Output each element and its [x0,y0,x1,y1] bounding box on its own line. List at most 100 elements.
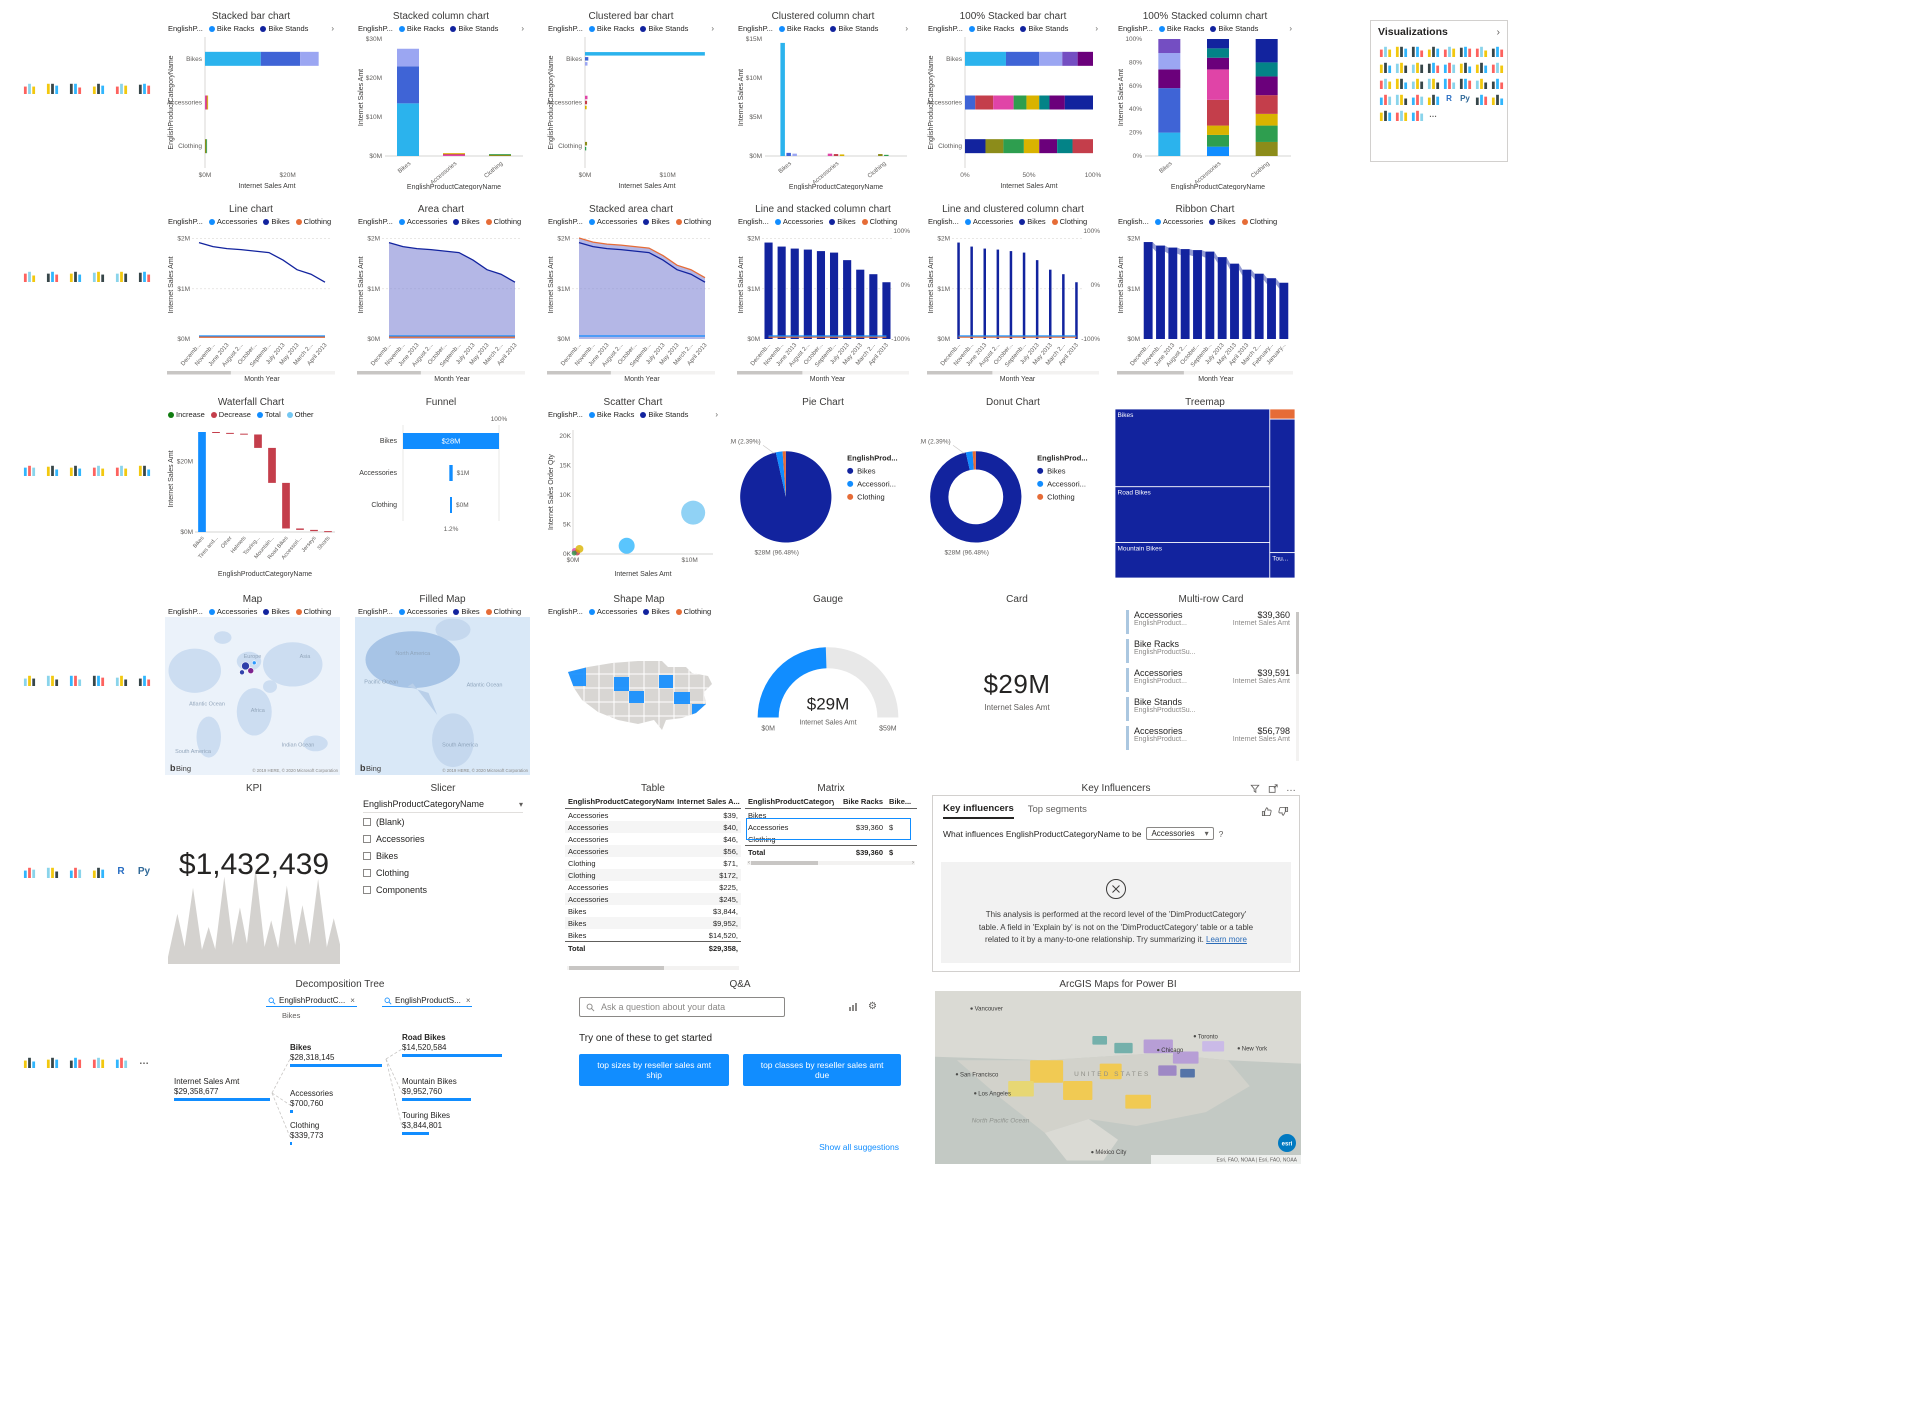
legend-overflow-arrow[interactable]: › [711,24,714,33]
visual-gauge[interactable]: Gauge $29M Internet Sales Amt $0M $59M [740,593,916,775]
table-row[interactable]: Accessories $225, [568,882,738,892]
100-stacked-column-plot[interactable]: 0% 20% 40% 60% 80% 100% Bikes Accessories Clothi… [1115,34,1295,190]
matrix-row[interactable]: Bikes [748,810,767,820]
visual-funnel[interactable]: Funnel 100% Bikes $28M Accessories $1M Clothin… [355,396,527,578]
legend-overflow-arrow[interactable]: › [1289,24,1292,33]
visual-line[interactable]: Line chart EnglishP... Accessories Bikes Clo… [165,203,337,383]
legend-overflow-arrow[interactable]: › [331,24,334,33]
matrix-row[interactable]: Clothing [748,834,776,844]
legend-item[interactable]: Bikes [643,606,670,617]
tree-node[interactable]: Mountain Bikes $9,952,760 [402,1077,502,1101]
viz-icon-shape-map[interactable] [1442,75,1456,89]
viz-icon-treemap[interactable] [1394,75,1408,89]
toolbar-icon-gauge[interactable] [89,670,107,688]
viz-icon-ribbon-chart[interactable] [1426,59,1440,73]
visual-line-clustered-column[interactable]: Line and clustered column chart English..… [925,203,1101,383]
legend-item[interactable]: Bikes [263,216,290,227]
table-row[interactable]: Accessories $39, [568,810,738,820]
legend-item[interactable]: Bikes [1019,216,1046,227]
viz-icon-qna[interactable] [1378,107,1392,121]
table-row[interactable]: Accessories $46, [568,834,738,844]
legend-item[interactable]: Bikes [1209,216,1236,227]
visual-filled-map[interactable]: Filled Map EnglishP... Accessories Bikes Clo… [355,593,530,775]
arcgis-plot[interactable]: UNITED STATES North Pacific Ocean Vancouve… [935,991,1301,1164]
thumbs-down-icon[interactable] [1278,806,1289,817]
filled-map-plot[interactable]: Pacific Ocean Atlantic Ocean North America… [355,617,530,775]
table-row[interactable]: Accessories $245, [565,893,741,905]
viz-icon-line-chart[interactable] [1474,43,1488,57]
viz-icon-area-chart[interactable] [1490,43,1504,57]
viz-icon-more-options[interactable]: … [1429,109,1437,119]
viz-icon-filled-map[interactable] [1426,75,1440,89]
slicer-item[interactable]: Bikes [363,847,523,864]
legend-overflow-arrow[interactable]: › [905,24,908,33]
line-stacked-column-plot[interactable]: $0M$1M$2M100%0%-100%Decemb...Novemb...Ju… [735,227,911,383]
legend-item[interactable]: Clothing [675,216,711,227]
tab-key-influencers[interactable]: Key influencers [943,803,1014,819]
toolbar-icon-slicer[interactable] [43,862,61,880]
viz-icon-stacked-bar-chart[interactable] [1378,43,1392,57]
scatter-plot[interactable]: 0K 5K 10K 15K 20K $0M $10M Internet Sales Amt In… [545,420,721,578]
toolbar-icon-100-stacked-column-chart[interactable] [135,78,153,96]
viz-icon-kpi[interactable] [1378,91,1392,105]
visual-slicer[interactable]: Slicer EnglishProductCategoryName ▾ (Blank)… [355,782,531,970]
toolbar-icon-stacked-column-chart[interactable] [43,78,61,96]
tree-node[interactable]: Clothing $339,773 [290,1121,382,1145]
gear-icon[interactable]: ⚙ [868,1001,877,1012]
visual-map[interactable]: Map EnglishP... Accessories Bikes Clothing At… [165,593,340,775]
toolbar-icon-decomposition-tree[interactable] [20,1052,38,1070]
visual-multi-row-card[interactable]: Multi-row Card Accessories EnglishProduct.… [1122,593,1300,775]
legend-item[interactable]: Bike Stands [1020,23,1068,34]
toolbar-icon-python-visual[interactable]: Py [137,865,151,877]
legend-item[interactable]: Bike Racks [208,23,254,34]
tree-level-pill[interactable]: EnglishProductC... × [266,995,357,1007]
toolbar-icon-table[interactable] [66,862,84,880]
thumbs-up-icon[interactable] [1261,806,1272,817]
100-stacked-bar-plot[interactable]: 0% 50% 100% Bikes Accessories Clothing Interne… [925,34,1101,190]
legend-item[interactable]: Accessories [588,216,637,227]
shape-map-plot[interactable] [545,617,733,775]
multi-row-card-item[interactable]: Accessories EnglishProduct... $39,360 Inter… [1126,610,1290,634]
toolbar-icon-qna[interactable] [43,1052,61,1070]
viz-icon-clustered-column-chart[interactable] [1426,43,1440,57]
toolbar-icon-clustered-bar-chart[interactable] [66,78,84,96]
toolbar-icon-matrix[interactable] [89,862,107,880]
legend-item[interactable]: Bike Racks [778,23,824,34]
slicer-item[interactable]: Accessories [363,830,523,847]
legend-item[interactable]: Accessories [964,216,1013,227]
toolbar-icon-kpi[interactable] [20,862,38,880]
toolbar-icon-filled-map[interactable] [43,670,61,688]
viz-icon-map[interactable] [1410,75,1424,89]
visual-clustered-column[interactable]: Clustered column chart EnglishP... Bike Ra… [735,10,911,190]
legend-item[interactable]: Bikes [643,216,670,227]
viz-icon-line-and-stacked-column-chart[interactable] [1394,59,1408,73]
stacked-bar-plot[interactable]: $0M $20M Bikes Accessories Clothing Internet … [165,34,337,190]
legend-item[interactable]: Total [256,409,281,420]
toolbar-icon-waterfall-chart[interactable] [20,460,38,478]
toolbar-icon-pie-chart[interactable] [89,460,107,478]
legend-item[interactable]: Accessories [774,216,823,227]
toolbar-icon-area-chart[interactable] [43,266,61,284]
help-icon[interactable]: ? [1218,828,1224,839]
funnel-plot[interactable]: 100% Bikes $28M Accessories $1M Clothing $0M 1.… [355,409,527,578]
visual-line-stacked-column[interactable]: Line and stacked column chart English... A… [735,203,911,383]
table-row[interactable]: Clothing $172, [565,869,741,881]
checkbox[interactable] [363,817,371,826]
tree-node[interactable]: Bikes $28,318,145 [290,1043,382,1067]
visual-decomposition-tree[interactable]: Decomposition Tree EnglishProductC... × Eng… [170,978,510,1166]
viz-icon-clustered-bar-chart[interactable] [1410,43,1424,57]
legend-item[interactable]: Clothing [485,606,521,617]
visual-kpi[interactable]: KPI $1,432,439 [168,782,340,970]
viz-icon-stacked-column-chart[interactable] [1394,43,1408,57]
visual-area[interactable]: Area chart EnglishP... Accessories Bikes Clo… [355,203,527,383]
clustered-bar-plot[interactable]: $0M $10M Bikes Accessories Clothing Internet … [545,34,717,190]
clustered-column-plot[interactable]: $0M $5M $10M $15M Bikes Accessories Clothing En… [735,34,911,190]
checkbox[interactable] [363,851,371,860]
multi-row-card-item[interactable]: Accessories EnglishProduct... $56,798 Inter… [1126,726,1290,750]
legend-item[interactable]: Clothing [295,606,331,617]
viz-icon-line-and-clustered-column-chart[interactable] [1410,59,1424,73]
learn-more-link[interactable]: Learn more [1206,935,1247,945]
